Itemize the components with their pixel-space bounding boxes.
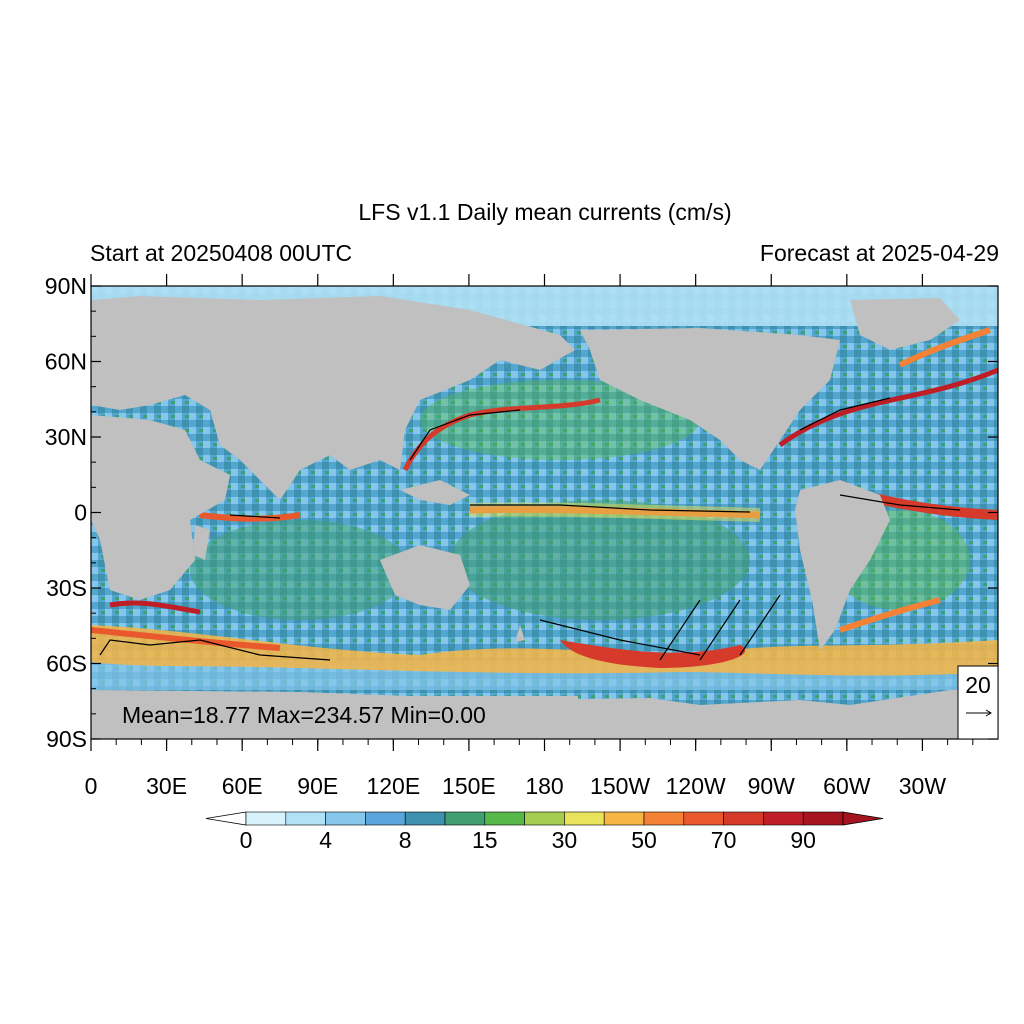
colorbar-swatch xyxy=(603,811,645,826)
colorbar-label: 4 xyxy=(319,827,332,853)
lat-label: 30S xyxy=(46,575,87,601)
colorbar-swatch xyxy=(245,811,287,826)
lon-label: 30E xyxy=(146,773,187,799)
colorbar-label: 50 xyxy=(631,827,657,853)
greenland xyxy=(850,298,960,350)
agulhas-current xyxy=(109,600,201,615)
colorbar-label: 8 xyxy=(399,827,412,853)
vector-track xyxy=(539,619,701,656)
colorbar-swatch xyxy=(564,811,605,826)
colorbar-label: 30 xyxy=(552,827,578,853)
lon-label: 120E xyxy=(366,773,420,799)
reference-vector-box xyxy=(957,665,999,740)
colorbar-swatch xyxy=(404,811,446,826)
indian-equatorial-current xyxy=(199,512,301,522)
eurasia xyxy=(91,296,575,500)
longitude-axis: 0 30E 60E 90E 120E 150E 180 150W 120W 90W 60W 30W xyxy=(85,274,974,799)
australia xyxy=(380,545,470,610)
new-zealand xyxy=(515,625,525,642)
north-pacific-zone xyxy=(420,380,700,460)
colorbar-swatch xyxy=(325,811,366,826)
vector-track xyxy=(470,504,751,513)
colorbar-label: 70 xyxy=(711,827,737,853)
colorbar-label: 0 xyxy=(240,827,253,853)
colorbar-swatch xyxy=(484,811,525,826)
lon-label: 150W xyxy=(590,773,650,799)
lon-label: 90E xyxy=(297,773,338,799)
lon-label: 30W xyxy=(899,773,947,799)
reference-vector-value: 20 xyxy=(965,672,991,698)
lat-label: 90S xyxy=(46,726,87,752)
forecast-date-label: Forecast at 2025-04-29 xyxy=(759,240,999,266)
colorbar: 0 4 8 15 30 50 70 90 xyxy=(205,811,884,853)
colorbar-label: 90 xyxy=(790,827,816,853)
colorbar-swatch xyxy=(723,811,764,826)
reference-arrow-head xyxy=(985,709,992,717)
circumpolar-peak xyxy=(560,640,746,668)
acc-indian-core xyxy=(91,627,281,651)
brazil-malvinas-confluence xyxy=(839,597,941,633)
stats-text: Mean=18.77 Max=234.57 Min=0.00 xyxy=(122,702,486,728)
colorbar-swatch xyxy=(763,811,804,826)
circumpolar-current xyxy=(91,625,998,676)
colorbar-under-triangle xyxy=(205,811,247,826)
colorbar-swatch xyxy=(285,811,326,826)
lon-label: 180 xyxy=(525,773,563,799)
lon-label: 150E xyxy=(442,773,496,799)
colorbar-swatch xyxy=(365,811,406,826)
lat-label: 30N xyxy=(45,424,87,450)
vector-track xyxy=(99,639,331,661)
colorbar-swatch xyxy=(444,811,486,826)
colorbar-label: 15 xyxy=(472,827,498,853)
north-america xyxy=(580,328,840,470)
lat-label: 60S xyxy=(46,651,87,677)
current-vectors xyxy=(99,397,961,661)
colorbar-over-triangle xyxy=(842,811,884,826)
stats-box xyxy=(108,696,578,732)
lon-label: 0 xyxy=(85,773,98,799)
colorbar-swatch xyxy=(524,811,565,826)
indian-moderate-zone xyxy=(190,520,410,620)
lat-label: 90N xyxy=(45,273,87,299)
colorbar-swatch xyxy=(802,811,844,826)
vector-track xyxy=(839,494,961,511)
pacific-equatorial-halo xyxy=(469,502,761,522)
madagascar xyxy=(193,525,210,560)
lat-label: 0 xyxy=(74,500,87,526)
maritime-continent xyxy=(400,480,470,505)
lon-label: 60W xyxy=(823,773,871,799)
africa xyxy=(91,415,230,600)
pacific-moderate-zone xyxy=(450,500,750,620)
run-start-label: Start at 20250408 00UTC xyxy=(90,240,353,266)
gulf-stream xyxy=(778,367,998,448)
colorbar-swatch xyxy=(683,811,724,826)
south-america xyxy=(795,480,890,650)
latitude-axis: 90N 60N 30N 0 30S 60S 90S xyxy=(45,273,998,752)
lat-label: 60N xyxy=(45,349,87,375)
current-speed-field xyxy=(91,286,998,739)
north-atlantic-drift xyxy=(898,327,991,368)
colorbar-swatch xyxy=(643,811,685,826)
lon-label: 60E xyxy=(222,773,263,799)
vector-track xyxy=(799,397,891,431)
vector-track xyxy=(659,594,781,661)
vector-track xyxy=(409,409,521,461)
plot-title: LFS v1.1 Daily mean currents (cm/s) xyxy=(358,199,732,225)
vector-track xyxy=(229,514,281,519)
lon-label: 90W xyxy=(748,773,796,799)
lon-label: 120W xyxy=(666,773,726,799)
